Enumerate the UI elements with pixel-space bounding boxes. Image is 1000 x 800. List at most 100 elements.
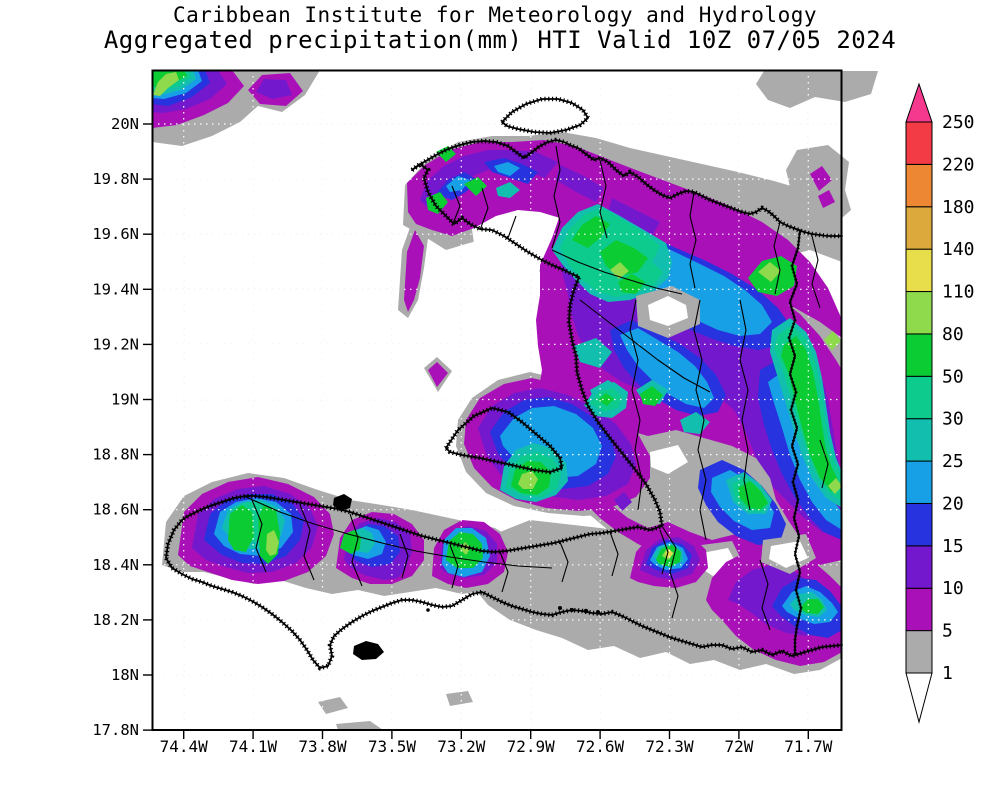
lat-label-18.8N: 18.8N	[92, 446, 139, 464]
contour-fill-level-10	[556, 165, 604, 202]
contour-fill-level-80	[266, 530, 279, 556]
lat-label-19N: 19N	[111, 391, 139, 409]
lat-label-19.2N: 19.2N	[92, 335, 139, 353]
colorbar-label-110: 110	[942, 282, 975, 303]
precipitation-contours	[152, 70, 878, 730]
contour-fill-level-1	[336, 721, 383, 730]
boundary-line	[693, 299, 707, 541]
colorbar-band-140-180	[905, 206, 933, 250]
contour-fill-level-1	[318, 697, 348, 714]
boundary-line	[759, 559, 771, 631]
lat-label-18.4N: 18.4N	[92, 556, 139, 574]
contour-fill-level-5	[404, 230, 424, 312]
colorbar-band-50-80	[905, 333, 933, 377]
coastlines	[166, 99, 842, 668]
ridge-line	[245, 496, 553, 569]
internal-boundaries	[245, 145, 829, 631]
boundary-line	[251, 499, 267, 573]
lon-label-72.6W: 72.6W	[576, 737, 625, 756]
boundary-line	[659, 529, 669, 575]
boundary-line	[449, 544, 459, 589]
graticule-white	[152, 70, 842, 730]
axis-ticks-labels: 20N 19.8N 19.6N 19.4N 19.2N 19N 18.8N 18.6N 18.4…	[92, 115, 832, 756]
contour-fill-level-10	[420, 150, 558, 208]
colorbar-band-1-5	[905, 630, 933, 674]
contour-fill-level-20	[446, 176, 470, 192]
lat-label-19.8N: 19.8N	[92, 170, 139, 188]
colorbar-label-25: 25	[942, 451, 964, 472]
colorbar-band-80-110	[905, 291, 933, 335]
colorbar-band-30-50	[905, 375, 933, 420]
lon-label-72W: 72W	[724, 737, 753, 756]
colorbar-label-1: 1	[942, 663, 953, 684]
lat-label-18N: 18N	[111, 666, 139, 684]
lon-label-72.9W: 72.9W	[507, 737, 556, 756]
boundary-line	[819, 439, 829, 489]
lon-label-71.7W: 71.7W	[784, 737, 833, 756]
colorbar-band-220-250	[905, 121, 933, 165]
colorbar-band-15-20	[905, 502, 933, 547]
boundary-line	[609, 531, 619, 577]
contour-fill-level-20	[620, 328, 714, 408]
boundary-line	[689, 191, 697, 289]
colorbar-label-5: 5	[942, 621, 953, 642]
boundary-line	[349, 513, 363, 587]
boundary-line	[811, 235, 821, 309]
contour-fill-level-1	[446, 691, 473, 706]
lat-label-18.6N: 18.6N	[92, 501, 139, 519]
ile-a-vache-island	[353, 641, 384, 660]
lon-label-72.3W: 72.3W	[645, 737, 694, 756]
islet-dot	[558, 606, 562, 610]
contour-fill-level-80	[518, 471, 538, 489]
boundary-line	[399, 533, 409, 579]
lat-label-19.4N: 19.4N	[92, 280, 139, 298]
lat-label-19.6N: 19.6N	[92, 225, 139, 243]
contour-fill-level-50	[228, 505, 254, 552]
cayemites-island	[333, 494, 352, 511]
contour-fill-level-50	[598, 393, 614, 406]
boundary-line	[507, 215, 517, 239]
tortue-island-coast	[501, 98, 589, 134]
contour-fill-level-0	[650, 445, 688, 474]
boundary-line	[599, 159, 608, 239]
colorbar-label-180: 180	[942, 197, 975, 218]
lon-label-74.1W: 74.1W	[229, 737, 278, 756]
boundary-line	[661, 525, 679, 619]
contour-fill-level-80	[758, 262, 781, 282]
contour-fill-level-5	[818, 190, 835, 208]
contour-fill-level-50	[640, 386, 663, 406]
lon-label-73.2W: 73.2W	[437, 737, 486, 756]
contour-fill-level-50	[600, 240, 648, 276]
contour-fill-level-0	[470, 202, 566, 270]
islet-dot	[596, 610, 600, 614]
boundary-line	[773, 221, 781, 295]
contour-fill-level-10	[256, 79, 292, 99]
lat-label-20N: 20N	[111, 115, 139, 133]
boundary-line	[739, 299, 751, 511]
contour-fill-level-50	[464, 177, 487, 196]
lat-label-18.2N: 18.2N	[92, 611, 139, 629]
contour-fill-level-20	[494, 162, 520, 176]
colorbar-band-10-15	[905, 545, 933, 589]
boundary-line	[629, 299, 643, 511]
boundary-line	[551, 145, 561, 249]
boundary-line	[559, 541, 569, 583]
lon-label-73.8W: 73.8W	[298, 737, 347, 756]
contour-fill-level-5	[428, 362, 448, 387]
colorbar-label-250: 250	[942, 112, 975, 133]
colorbar-label-10: 10	[942, 578, 964, 599]
colorbar-arrow-above-250	[905, 82, 933, 123]
colorbar-label-140: 140	[942, 239, 975, 260]
plot-frame	[151, 69, 843, 731]
colorbar-arrow-below-1	[905, 672, 933, 724]
river-line	[579, 299, 711, 393]
contour-fill-level-80	[828, 478, 842, 494]
contour-fill-level-25	[496, 182, 520, 198]
colorbar-label-20: 20	[942, 493, 964, 514]
colorbar-label-80: 80	[942, 324, 964, 345]
islet-dot	[583, 608, 589, 614]
contour-fill-level-5	[810, 166, 832, 191]
